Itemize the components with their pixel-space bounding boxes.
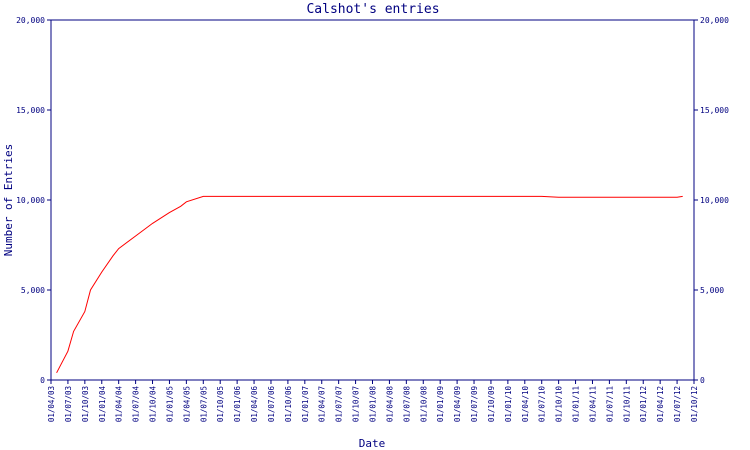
y-tick-label-left: 15,000 [16,106,45,115]
x-tick-label: 01/01/09 [436,386,445,422]
x-tick-label: 01/10/06 [284,386,293,423]
x-tick-label: 01/07/08 [402,386,411,423]
y-tick-label-left: 5,000 [21,286,45,295]
x-tick-label: 01/04/03 [47,386,56,422]
x-tick-label: 01/10/07 [352,386,361,422]
x-tick-label: 01/07/11 [605,386,614,422]
x-tick-label: 01/01/05 [165,386,174,422]
x-tick-label: 01/07/10 [538,386,547,423]
y-tick-label-right: 5,000 [700,286,724,295]
x-tick-label: 01/04/09 [453,386,462,422]
x-tick-label: 01/10/09 [487,386,496,422]
y-axis-left: 0 5,000 10,000 15,000 20,000 [16,16,51,385]
x-tick-label: 01/01/12 [639,386,648,422]
y-tick-label-left: 0 [40,376,45,385]
y-tick-label-left: 10,000 [16,196,45,205]
y-tick-label-left: 20,000 [16,16,45,25]
x-tick-label: 01/10/12 [690,386,699,422]
y-tick-label-right: 10,000 [700,196,729,205]
x-tick-label: 01/07/12 [673,386,682,422]
x-tick-label: 01/04/07 [318,386,327,422]
x-tick-label: 01/07/09 [470,386,479,422]
x-tick-label: 01/04/11 [588,386,597,422]
x-tick-label: 01/04/08 [385,386,394,423]
x-axis-label: Date [359,437,386,450]
x-tick-label: 01/01/10 [504,386,513,423]
x-tick-label: 01/04/10 [521,386,530,423]
x-tick-label: 01/07/06 [267,386,276,423]
y-tick-label-right: 0 [700,376,705,385]
x-tick-label: 01/10/10 [555,386,564,423]
y-axis-right: 0 5,000 10,000 15,000 20,000 [694,16,729,385]
x-tick-label: 01/01/04 [98,386,107,423]
x-axis: 01/04/03 01/07/03 01/10/03 01/01/04 01/04/04… [47,380,699,422]
x-tick-label: 01/07/03 [64,386,73,422]
x-tick-label: 01/07/04 [132,386,141,423]
x-tick-label: 01/10/03 [81,386,90,422]
x-tick-label: 01/04/06 [250,386,259,423]
x-tick-label: 01/04/05 [182,386,191,422]
x-tick-label: 01/01/08 [369,386,378,423]
x-tick-label: 01/01/11 [572,386,581,422]
y-tick-label-right: 15,000 [700,106,729,115]
x-tick-label: 01/10/05 [216,386,225,422]
x-tick-label: 01/07/07 [335,386,344,422]
series-group [56,195,683,374]
plot-frame [50,19,695,381]
x-tick-label: 01/07/05 [199,386,208,422]
chart-title: Calshot's entries [306,2,439,17]
x-tick-label: 01/10/08 [419,386,428,423]
x-tick-label: 01/10/11 [622,386,631,422]
series-line [56,195,683,374]
y-axis-label: Number of Entries [2,144,15,257]
y-tick-label-right: 20,000 [700,16,729,25]
x-tick-label: 01/04/04 [115,386,124,423]
x-tick-label: 01/10/04 [149,386,158,423]
x-tick-label: 01/01/06 [233,386,242,423]
x-tick-label: 01/01/07 [301,386,310,422]
x-tick-label: 01/04/12 [656,386,665,422]
